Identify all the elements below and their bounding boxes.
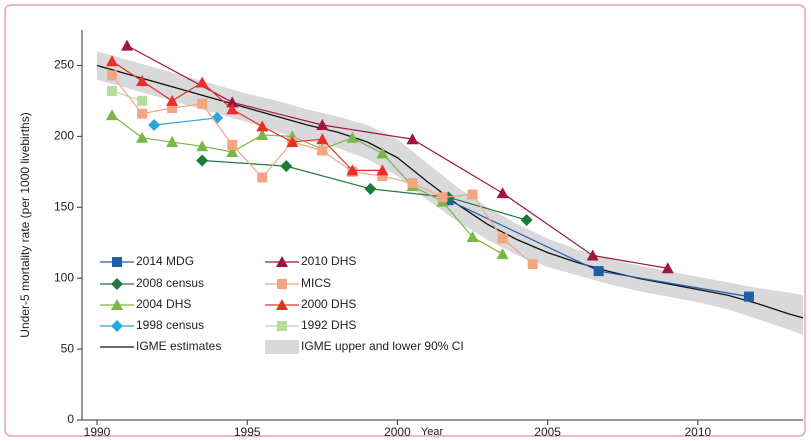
marker (111, 278, 123, 290)
marker (496, 248, 509, 260)
marker (196, 154, 209, 167)
marker (346, 131, 359, 143)
marker (106, 55, 119, 67)
marker (137, 108, 148, 119)
y-tick-label: 100 (54, 270, 74, 284)
legend-label: 2010 DHS (301, 254, 356, 268)
marker (286, 136, 299, 148)
legend-label: 1998 census (136, 318, 204, 332)
marker (593, 266, 604, 277)
marker (520, 214, 533, 227)
marker (196, 140, 209, 152)
marker (136, 75, 149, 87)
marker (661, 262, 674, 274)
marker (376, 164, 389, 176)
marker (364, 182, 377, 195)
marker (277, 321, 287, 331)
y-tick-label: 150 (54, 199, 74, 213)
marker (166, 136, 179, 148)
marker (111, 320, 123, 332)
legend-label: MICS (301, 276, 331, 290)
marker (316, 133, 329, 145)
y-tick-label: 0 (67, 412, 74, 426)
legend-label: 2014 MDG (136, 254, 194, 268)
series-line (111, 60, 383, 171)
marker (376, 147, 389, 159)
marker (280, 160, 293, 173)
marker (197, 98, 208, 109)
legend-label: 2004 DHS (136, 297, 191, 311)
marker (256, 120, 269, 132)
marker (112, 257, 122, 267)
marker (137, 95, 148, 106)
marker (121, 39, 134, 51)
marker (437, 192, 448, 203)
marker (406, 133, 419, 145)
x-tick-label: 1995 (234, 425, 261, 439)
marker (257, 172, 268, 183)
marker (226, 103, 239, 115)
marker (136, 131, 149, 143)
x-tick-label: 2010 (685, 425, 712, 439)
marker (527, 259, 538, 269)
marker (467, 189, 478, 200)
legend-label: 1992 DHS (301, 318, 356, 332)
marker (496, 187, 509, 199)
marker (226, 96, 239, 108)
legend-label: 2000 DHS (301, 297, 356, 311)
marker (196, 76, 209, 88)
marker (111, 299, 123, 310)
marker (276, 299, 288, 310)
marker (497, 233, 508, 244)
x-tick-label: 2000 (384, 425, 411, 439)
legend-label: IGME estimates (136, 339, 221, 353)
x-tick-label: 1990 (84, 425, 111, 439)
frame (4, 4, 806, 437)
marker (277, 279, 287, 289)
y-tick-label: 250 (54, 58, 74, 72)
marker (107, 85, 118, 96)
marker (167, 103, 178, 113)
marker (317, 145, 328, 156)
series-line (111, 90, 143, 102)
y-axis-label: Under-5 mortality rate (per 1000 livebir… (18, 112, 32, 337)
marker (316, 119, 329, 131)
series-line (154, 117, 218, 126)
marker (407, 178, 418, 189)
marker (106, 109, 119, 121)
x-tick-label: 2005 (534, 425, 561, 439)
marker (586, 249, 599, 261)
marker (377, 171, 388, 182)
x-axis-label: Year (421, 426, 444, 438)
marker (346, 164, 359, 176)
legend-label: 2008 census (136, 276, 204, 290)
marker (227, 139, 238, 150)
marker (276, 256, 288, 267)
legend-label: IGME upper and lower 90% CI (301, 339, 464, 353)
marker (466, 231, 479, 243)
series-line (111, 114, 503, 255)
marker (107, 70, 118, 81)
legend-swatch (265, 340, 299, 354)
marker (166, 94, 179, 106)
y-tick-label: 50 (61, 341, 75, 355)
y-tick-label: 200 (54, 129, 74, 143)
marker (256, 128, 269, 140)
marker (743, 291, 754, 302)
marker (148, 119, 161, 132)
marker (226, 145, 239, 157)
